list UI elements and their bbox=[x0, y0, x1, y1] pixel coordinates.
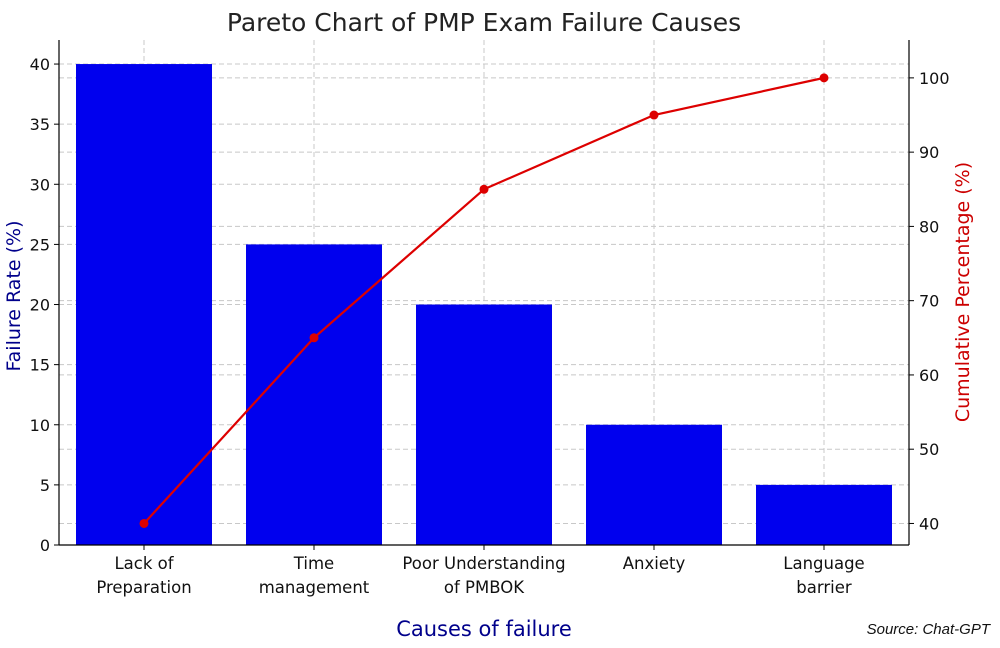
chart-title: Pareto Chart of PMP Exam Failure Causes bbox=[226, 8, 742, 37]
bar-1 bbox=[246, 244, 382, 545]
y-tick-label-left-4: 20 bbox=[30, 296, 50, 315]
y-axis-label-right: Cumulative Percentage (%) bbox=[952, 161, 974, 423]
cumulative-point-2 bbox=[479, 184, 489, 194]
y-tick-label-left-0: 0 bbox=[40, 536, 50, 555]
y-tick-label-right-6: 100 bbox=[919, 69, 950, 88]
bar-0 bbox=[76, 64, 212, 546]
y-tick-label-left-6: 30 bbox=[30, 175, 50, 194]
x-axis-label: Causes of failure bbox=[396, 617, 572, 641]
y-tick-label-left-7: 35 bbox=[30, 115, 50, 134]
x-tick-label-1: Time management bbox=[259, 554, 370, 597]
bar-2 bbox=[416, 304, 552, 545]
bar-3 bbox=[586, 424, 722, 545]
y-tick-label-left-3: 15 bbox=[30, 356, 50, 375]
x-tick-label-0: Lack of Preparation bbox=[96, 554, 191, 597]
y-tick-label-left-2: 10 bbox=[30, 416, 50, 435]
y-tick-label-left-5: 25 bbox=[30, 235, 50, 254]
cumulative-point-4 bbox=[819, 73, 829, 83]
y-tick-label-right-3: 70 bbox=[919, 292, 939, 311]
ticks-group: 0 5 10 15 20 25 30 35 40 40 50 60 70 80 90 100 Lack of Pr… bbox=[30, 55, 950, 597]
y-axis-label-left: Failure Rate (%) bbox=[3, 220, 25, 372]
x-tick-label-2: Poor Understanding of PMBOK bbox=[402, 554, 565, 597]
y-tick-label-right-5: 90 bbox=[919, 143, 939, 162]
y-tick-label-right-1: 50 bbox=[919, 440, 939, 459]
x-tick-label-3: Anxiety bbox=[623, 554, 686, 573]
bars-group bbox=[76, 64, 892, 546]
cumulative-point-0 bbox=[139, 518, 149, 528]
y-tick-label-left-1: 5 bbox=[40, 476, 50, 495]
y-tick-label-right-2: 60 bbox=[919, 366, 939, 385]
x-tick-label-4: Language barrier bbox=[783, 554, 864, 597]
cumulative-point-3 bbox=[649, 110, 659, 120]
y-tick-label-right-0: 40 bbox=[919, 514, 939, 533]
y-tick-label-left-8: 40 bbox=[30, 55, 50, 74]
cumulative-point-1 bbox=[309, 333, 319, 343]
y-tick-label-right-4: 80 bbox=[919, 217, 939, 236]
bar-4 bbox=[756, 484, 892, 545]
source-note: Source: Chat-GPT bbox=[866, 621, 990, 638]
cumulative-line-group bbox=[139, 73, 829, 528]
